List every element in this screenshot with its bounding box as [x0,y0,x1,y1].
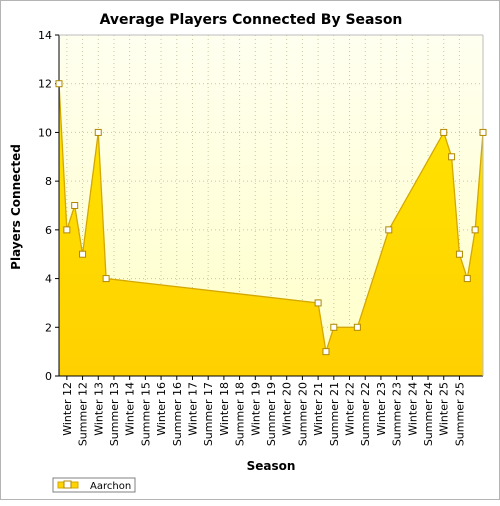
y-tick-label: 6 [45,224,52,237]
x-tick-label: Summer 17 [202,382,215,446]
data-point [463,275,471,283]
data-point [314,299,322,307]
y-tick-label: 0 [45,370,52,383]
data-point [71,202,79,209]
data-point [79,250,87,258]
area-fill [59,83,483,377]
data-point [63,226,71,234]
y-tick-label: 8 [45,175,52,188]
data-point [385,226,393,234]
y-axis-title: Players Connected [9,144,23,270]
data-point [94,128,102,136]
data-point [102,275,110,283]
x-tick-label: Summer 12 [77,382,90,446]
data-point [455,250,463,258]
x-tick-label: Winter 16 [155,382,168,436]
data-point [448,153,456,161]
x-tick-label: Winter 20 [281,382,294,436]
x-tick-label: Summer 19 [265,382,278,446]
x-tick-label: Summer 21 [328,382,341,446]
data-point [440,128,448,136]
x-tick-label: Summer 22 [359,382,372,446]
chart-title: Average Players Connected By Season [100,12,403,28]
data-point [471,226,479,234]
data-point [353,323,361,331]
data-point [55,80,63,88]
legend-label: Aarchon [90,481,131,492]
x-tick-label: Summer 15 [139,382,152,446]
x-tick-label: Winter 13 [92,382,105,436]
data-point [322,348,330,356]
data-point [479,128,487,136]
x-tick-label: Summer 20 [296,382,309,446]
y-tick-label: 4 [45,273,52,286]
y-tick-label: 10 [38,126,52,139]
x-tick-label: Summer 13 [108,382,121,446]
x-tick-label: Winter 21 [312,382,325,436]
x-tick-label: Summer 25 [453,382,466,446]
x-tick-label: Winter 17 [186,382,199,436]
x-tick-label: Summer 16 [171,382,184,446]
legend-marker-icon [63,480,72,489]
x-axis-title: Season [247,459,296,473]
x-tick-label: Winter 12 [61,382,74,436]
x-tick-label: Winter 25 [438,382,451,436]
x-tick-label: Winter 23 [375,382,388,436]
x-tick-label: Winter 24 [406,382,419,436]
x-tick-label: Winter 19 [249,382,262,436]
legend: Aarchon [52,477,136,493]
x-tick-label: Summer 24 [422,382,435,446]
data-point [330,323,338,331]
x-tick-label: Winter 18 [218,382,231,436]
x-tick-label: Winter 14 [124,382,137,436]
x-tick-label: Winter 22 [344,382,357,436]
y-tick-label: 12 [38,78,52,91]
y-tick-label: 2 [45,321,52,334]
x-tick-label: Summer 23 [391,382,404,446]
x-tick-label: Summer 18 [234,382,247,446]
y-tick-label: 14 [38,29,52,42]
